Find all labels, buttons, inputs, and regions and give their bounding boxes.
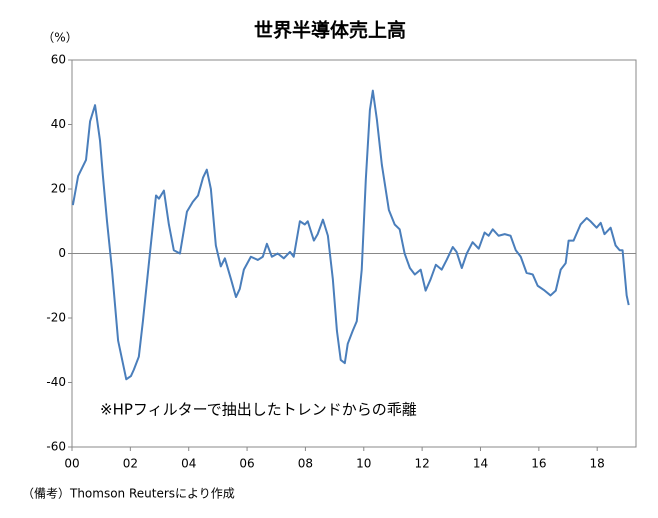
y-tick-label: 60 bbox=[51, 53, 66, 67]
x-tick-label: 02 bbox=[123, 457, 138, 471]
footnote: （備考）Thomson Reutersにより作成 bbox=[22, 486, 235, 501]
y-tick-label: 40 bbox=[51, 117, 66, 131]
x-tick-label: 14 bbox=[473, 457, 488, 471]
data-line bbox=[71, 89, 630, 381]
y-tick-label: -60 bbox=[46, 440, 66, 454]
chart-title: 世界半導体売上高 bbox=[254, 19, 406, 42]
y-tick-label: -40 bbox=[46, 375, 66, 389]
x-tick-label: 18 bbox=[590, 457, 605, 471]
y-tick-label: 20 bbox=[51, 182, 66, 196]
x-tick-label: 12 bbox=[414, 457, 429, 471]
x-tick-label: 16 bbox=[531, 457, 546, 471]
x-tick-label: 08 bbox=[298, 457, 313, 471]
y-tick-label: -20 bbox=[46, 311, 66, 325]
y-tick-label: 0 bbox=[58, 246, 66, 260]
x-tick-label: 00 bbox=[64, 457, 79, 471]
x-tick-label: 04 bbox=[181, 457, 196, 471]
x-tick-label: 06 bbox=[239, 457, 254, 471]
y-axis-label: （%） bbox=[42, 31, 77, 45]
annotation: ※HPフィルターで抽出したトレンドからの乖離 bbox=[100, 401, 417, 419]
x-tick-label: 10 bbox=[356, 457, 371, 471]
